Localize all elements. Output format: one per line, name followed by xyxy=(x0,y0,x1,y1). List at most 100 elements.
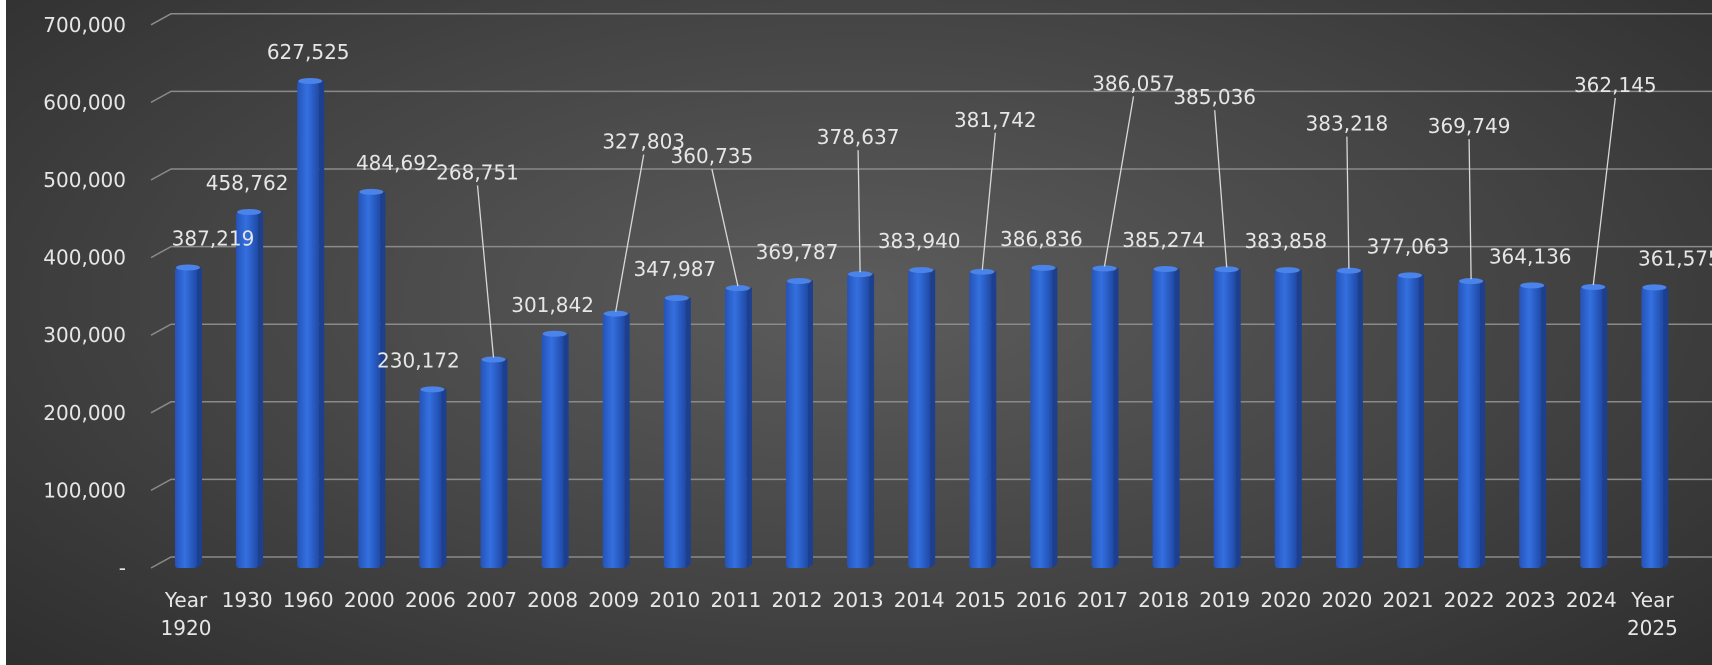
bar xyxy=(724,288,747,568)
gridline xyxy=(150,245,1712,259)
data-label: 327,803 xyxy=(602,130,685,154)
label-leader-line xyxy=(857,150,861,273)
bar-cap xyxy=(542,330,567,337)
label-leader-line xyxy=(615,154,645,312)
y-tick-label: 600,000 xyxy=(43,90,126,114)
data-label: 387,219 xyxy=(172,227,255,251)
bar-cap xyxy=(237,209,262,216)
bar xyxy=(358,191,381,568)
data-label: 369,749 xyxy=(1428,114,1511,138)
bar-side xyxy=(1480,280,1486,568)
bar-side xyxy=(441,388,447,568)
bar-cap xyxy=(481,356,506,363)
x-category-label: 2015 xyxy=(955,588,1006,612)
data-label: 385,274 xyxy=(1122,228,1205,252)
gridline xyxy=(150,478,1712,492)
bar-side xyxy=(502,358,508,568)
data-label: 378,637 xyxy=(817,125,900,149)
y-tick-label: 700,000 xyxy=(43,13,126,37)
bar xyxy=(1213,269,1236,568)
bar xyxy=(663,297,686,568)
bar-side xyxy=(197,266,202,568)
bar-side xyxy=(991,270,997,568)
gridline xyxy=(150,401,1712,414)
bar-cap xyxy=(176,264,200,271)
y-tick-label: 200,000 xyxy=(43,401,126,425)
bar-cap xyxy=(1581,283,1606,290)
x-category-label: 2008 xyxy=(527,588,578,612)
label-leader-line xyxy=(1103,96,1135,267)
y-tick-label: - xyxy=(119,556,126,580)
bar-cap xyxy=(359,188,384,195)
bar xyxy=(541,333,564,568)
gridlines xyxy=(150,13,1712,569)
x-category-label: 2019 xyxy=(1199,588,1250,612)
x-category-label: 2006 xyxy=(405,588,456,612)
bar-side xyxy=(1296,269,1302,568)
x-category-label: 2016 xyxy=(1016,588,1067,612)
bar-cap xyxy=(1459,278,1484,285)
bar xyxy=(419,389,442,568)
bar xyxy=(1030,267,1053,568)
bar-side xyxy=(1113,267,1119,568)
x-category-label: 2000 xyxy=(344,588,395,612)
data-label: 361,575 xyxy=(1638,246,1712,270)
bar xyxy=(236,212,259,569)
bar-cap xyxy=(1092,265,1117,272)
bar xyxy=(1458,281,1481,568)
label-leader-line xyxy=(1468,139,1472,280)
x-category-label: Year 1920 xyxy=(161,588,212,640)
bar-cap xyxy=(1153,266,1178,273)
x-category-label: 2021 xyxy=(1383,588,1434,612)
data-label: 347,987 xyxy=(633,257,716,281)
x-category-label: 2007 xyxy=(466,588,517,612)
bar-side xyxy=(1052,266,1058,568)
y-tick-label: 400,000 xyxy=(43,246,126,270)
bar-cap xyxy=(664,294,689,301)
label-leader-line xyxy=(1214,110,1228,268)
x-category-label: 2014 xyxy=(894,588,945,612)
bar-side xyxy=(1357,269,1363,568)
x-axis-categories: Year 1920 1930 1960 2000 2006 2007 2008 2009 2010… xyxy=(161,588,1678,640)
x-category-label: 2022 xyxy=(1444,588,1495,612)
bar xyxy=(297,81,320,569)
y-tick-label: 300,000 xyxy=(43,323,126,347)
bar-side xyxy=(746,287,752,568)
bar xyxy=(1091,268,1114,568)
data-label: 484,692 xyxy=(356,151,439,175)
bar-cap xyxy=(1520,282,1545,289)
x-category-label: 2023 xyxy=(1505,588,1556,612)
label-leader-line xyxy=(981,132,996,270)
x-category-label: 2020 xyxy=(1321,588,1372,612)
bar-side xyxy=(1602,285,1608,568)
bar-side xyxy=(930,269,936,568)
x-category-label: 2010 xyxy=(649,588,700,612)
bar-cap xyxy=(1336,267,1361,274)
x-category-label: 2024 xyxy=(1566,588,1617,612)
data-label: 385,036 xyxy=(1173,85,1256,109)
bar-side xyxy=(1174,268,1180,568)
bar-cap xyxy=(420,386,445,393)
bar-cap xyxy=(1642,284,1667,291)
bar-side xyxy=(1419,274,1424,568)
bar xyxy=(602,313,625,568)
data-label: 301,842 xyxy=(511,293,594,317)
data-label: 386,057 xyxy=(1092,71,1175,95)
gridline xyxy=(150,13,1712,26)
gridline xyxy=(150,323,1712,336)
x-category-label: 1960 xyxy=(283,588,334,612)
bar xyxy=(1580,286,1603,568)
bar-side xyxy=(685,296,691,568)
bar-side xyxy=(1663,286,1669,568)
data-label: 360,735 xyxy=(671,144,754,168)
gridline xyxy=(150,90,1712,104)
y-tick-label: 100,000 xyxy=(43,478,126,502)
label-leaders xyxy=(476,96,1616,358)
bar xyxy=(969,271,992,568)
data-label: 377,063 xyxy=(1367,234,1450,258)
bar-side xyxy=(1235,268,1241,568)
bar xyxy=(1641,287,1664,568)
bar-side xyxy=(808,280,813,568)
bar-side xyxy=(869,273,875,568)
bar xyxy=(847,274,870,568)
